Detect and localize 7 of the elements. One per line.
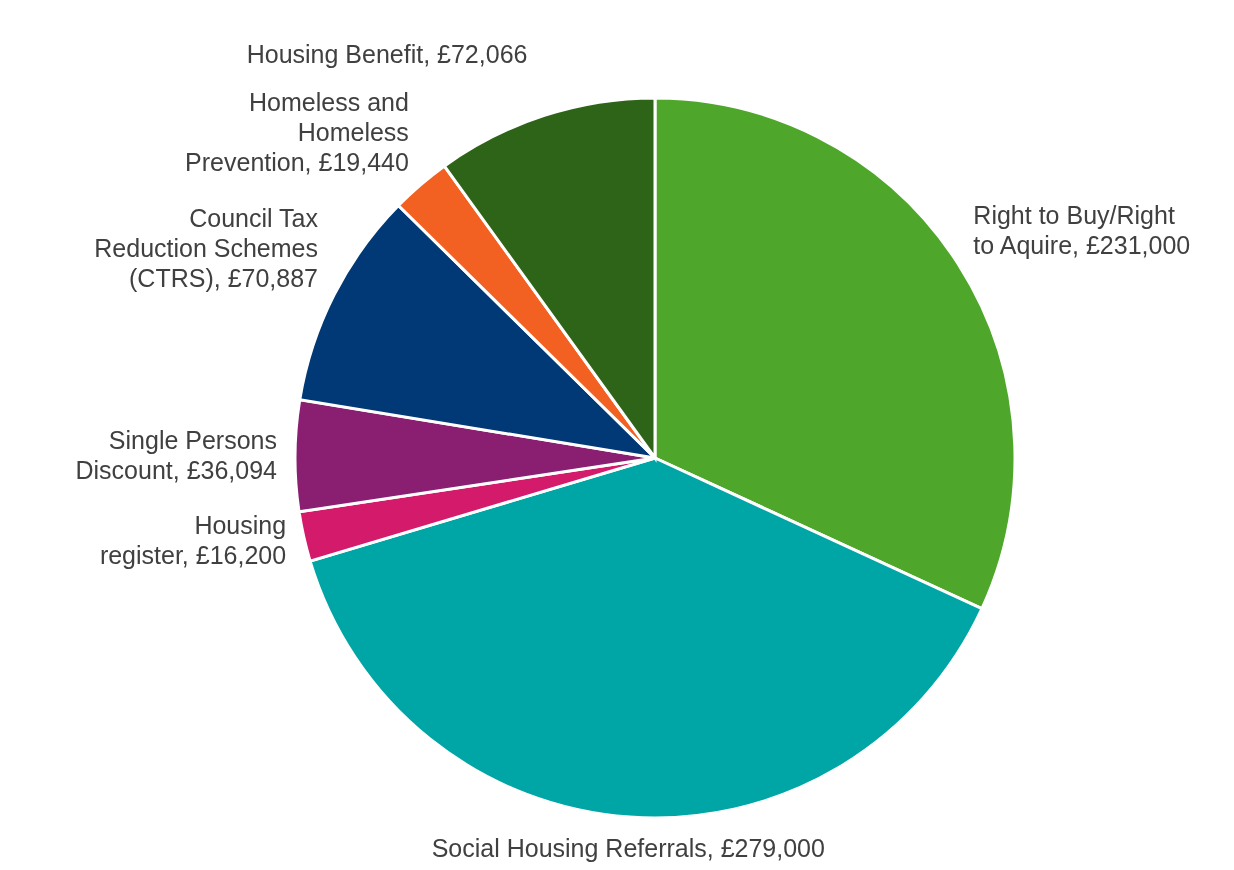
slice-label: Single Persons Discount, £36,094 <box>75 425 278 484</box>
slice-label: Housing register, £16,200 <box>99 510 287 569</box>
slice-label: Right to Buy/Right to Aquire, £231,000 <box>973 201 1191 260</box>
slice-label: Housing Benefit, £72,066 <box>246 40 528 69</box>
slice-label: Social Housing Referrals, £279,000 <box>431 834 825 863</box>
slice-label: Council Tax Reduction Schemes (CTRS), £70,887 <box>94 203 319 292</box>
slice-label: Homeless and Homeless Prevention, £19,440 <box>185 88 409 177</box>
